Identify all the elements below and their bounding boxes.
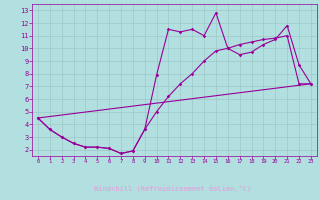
Text: Windchill (Refroidissement éolien,°C): Windchill (Refroidissement éolien,°C) bbox=[94, 186, 252, 192]
